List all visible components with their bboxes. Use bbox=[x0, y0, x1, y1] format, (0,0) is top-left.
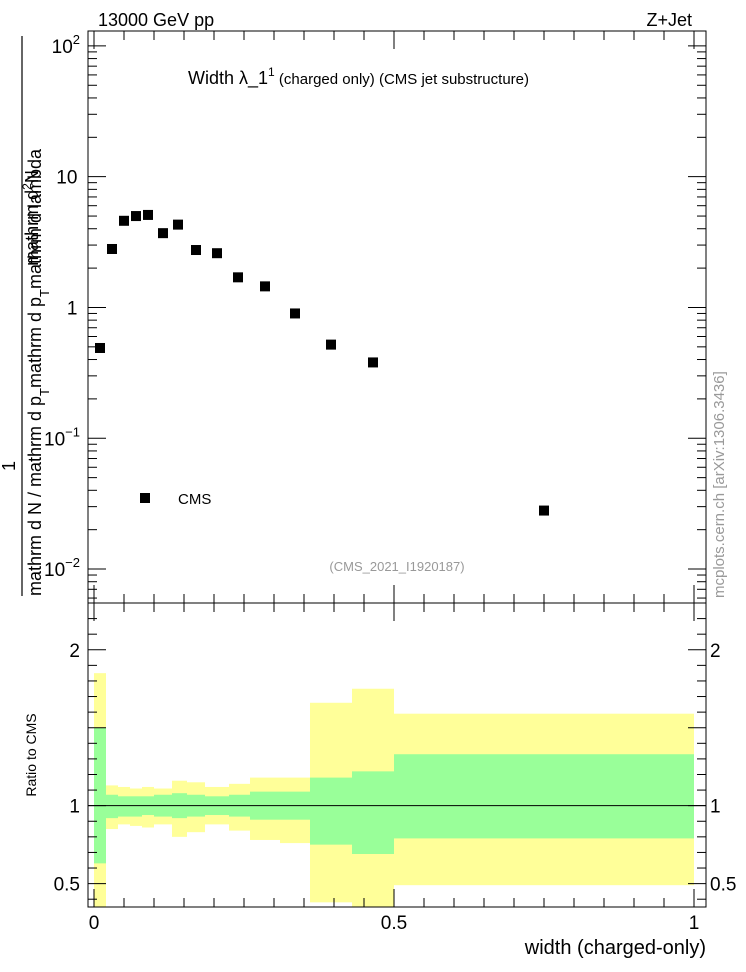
x-axis-label: width (charged-only) bbox=[524, 937, 706, 959]
cms-data-point-6 bbox=[173, 219, 183, 230]
ratio-inner-band-0 bbox=[94, 727, 106, 864]
ratio-y-ticks bbox=[88, 602, 706, 900]
ylabel-numerator: mathrm d2N bbox=[20, 170, 42, 266]
cms-data-point-12 bbox=[326, 339, 336, 350]
process-label: Z+Jet bbox=[646, 10, 692, 30]
ratio-y-tick-label-right-0: 0.5 bbox=[710, 875, 736, 896]
x-tick-label-2: 1 bbox=[689, 913, 700, 934]
ratio-y-tick-label-right-1: 1 bbox=[710, 797, 721, 818]
cms-data-point-13 bbox=[368, 357, 378, 368]
cms-data-point-14 bbox=[539, 505, 549, 516]
plot-title: Width λ_11 (charged only) (CMS jet subst… bbox=[188, 65, 529, 89]
main-y-tick-label-2: 1 bbox=[67, 293, 80, 319]
ratio-inner-band-13 bbox=[352, 771, 394, 854]
ratio-inner-band-3 bbox=[130, 796, 142, 817]
ylabel-sub-1: T bbox=[37, 388, 52, 396]
ylabel-denominator-2: mathrm d p bbox=[25, 297, 45, 388]
x-tick-label-0: 0 bbox=[89, 913, 100, 934]
main-y-axis-label: 1 mathrm d2N mathrm d N / mathrm d pTmat… bbox=[0, 36, 52, 596]
side-watermark: mcplots.cern.ch [arXiv:1306.3436] bbox=[711, 371, 728, 598]
ylabel-denominator-3: mathrm d lambda bbox=[25, 148, 45, 289]
cms-data-point-1 bbox=[107, 243, 117, 254]
data-points bbox=[95, 209, 549, 516]
ylabel-denominator: mathrm d N / mathrm d pTmathrm d pTmathr… bbox=[25, 148, 52, 596]
ratio-x-tick-labels: 0 0.5 1 bbox=[89, 913, 700, 934]
ylabel-numerator-2: N bbox=[22, 170, 42, 183]
ratio-y-axis-label: Ratio to CMS bbox=[23, 713, 39, 796]
cms-data-point-11 bbox=[290, 308, 300, 319]
cms-data-point-8 bbox=[212, 248, 222, 259]
ratio-inner-band-14 bbox=[394, 754, 694, 839]
cms-data-point-5 bbox=[158, 228, 168, 239]
cms-data-point-3 bbox=[131, 211, 141, 222]
main-plot-frame bbox=[87, 30, 707, 604]
ratio-inner-band-12 bbox=[310, 777, 352, 845]
ratio-y-tick-labels: 0.5 0.5 1 1 2 2 bbox=[54, 641, 737, 896]
energy-label: 13000 GeV pp bbox=[98, 10, 214, 30]
ratio-y-tick-label-left-2: 2 bbox=[69, 641, 80, 662]
ylabel-sub-2: T bbox=[37, 289, 52, 297]
legend-label: CMS bbox=[178, 491, 211, 508]
main-y-tick-label-4: 102 bbox=[52, 32, 80, 58]
cms-data-point-2 bbox=[119, 215, 129, 226]
ylabel-numerator-sup: 2 bbox=[20, 183, 34, 190]
plot-title-superscript: 1 bbox=[268, 65, 275, 79]
main-y-tick-label-3: 10 bbox=[56, 163, 80, 189]
main-x-ticks bbox=[93, 31, 695, 603]
main-y-tick-label-0: 10−2 bbox=[44, 555, 80, 581]
x-tick-label-1: 0.5 bbox=[381, 913, 407, 934]
main-y-ticks bbox=[88, 45, 706, 599]
plot-title-main: Width λ_1 bbox=[188, 68, 268, 89]
ratio-y-tick-label-left-0: 0.5 bbox=[54, 875, 80, 896]
cms-data-point-4 bbox=[143, 209, 153, 220]
ratio-inner-band-2 bbox=[118, 796, 130, 817]
ratio-y-tick-label-left-1: 1 bbox=[69, 797, 80, 818]
ratio-bands bbox=[94, 673, 694, 907]
ratio-inner-band-1 bbox=[106, 794, 118, 819]
cms-data-point-10 bbox=[260, 281, 270, 292]
cms-data-point-0 bbox=[95, 342, 105, 353]
ratio-x-ticks bbox=[93, 603, 695, 907]
cms-data-point-7 bbox=[191, 245, 201, 256]
ylabel-numerator-1: mathrm d bbox=[22, 190, 42, 266]
legend-marker-icon bbox=[140, 493, 150, 503]
main-y-tick-labels: 10−2 10−1 1 10 102 bbox=[44, 32, 80, 581]
analysis-id: (CMS_2021_I1920187) bbox=[329, 559, 464, 574]
ratio-y-tick-label-right-2: 2 bbox=[710, 641, 721, 662]
plot-subtitle: (charged only) (CMS jet substructure) bbox=[275, 71, 529, 88]
ylabel-numerator-one: 1 bbox=[0, 461, 19, 471]
main-y-tick-label-1: 10−1 bbox=[44, 424, 80, 450]
ylabel-denominator-1: mathrm d N / mathrm d p bbox=[25, 396, 45, 596]
cms-data-point-9 bbox=[233, 272, 243, 283]
ratio-plot-frame bbox=[87, 602, 707, 908]
